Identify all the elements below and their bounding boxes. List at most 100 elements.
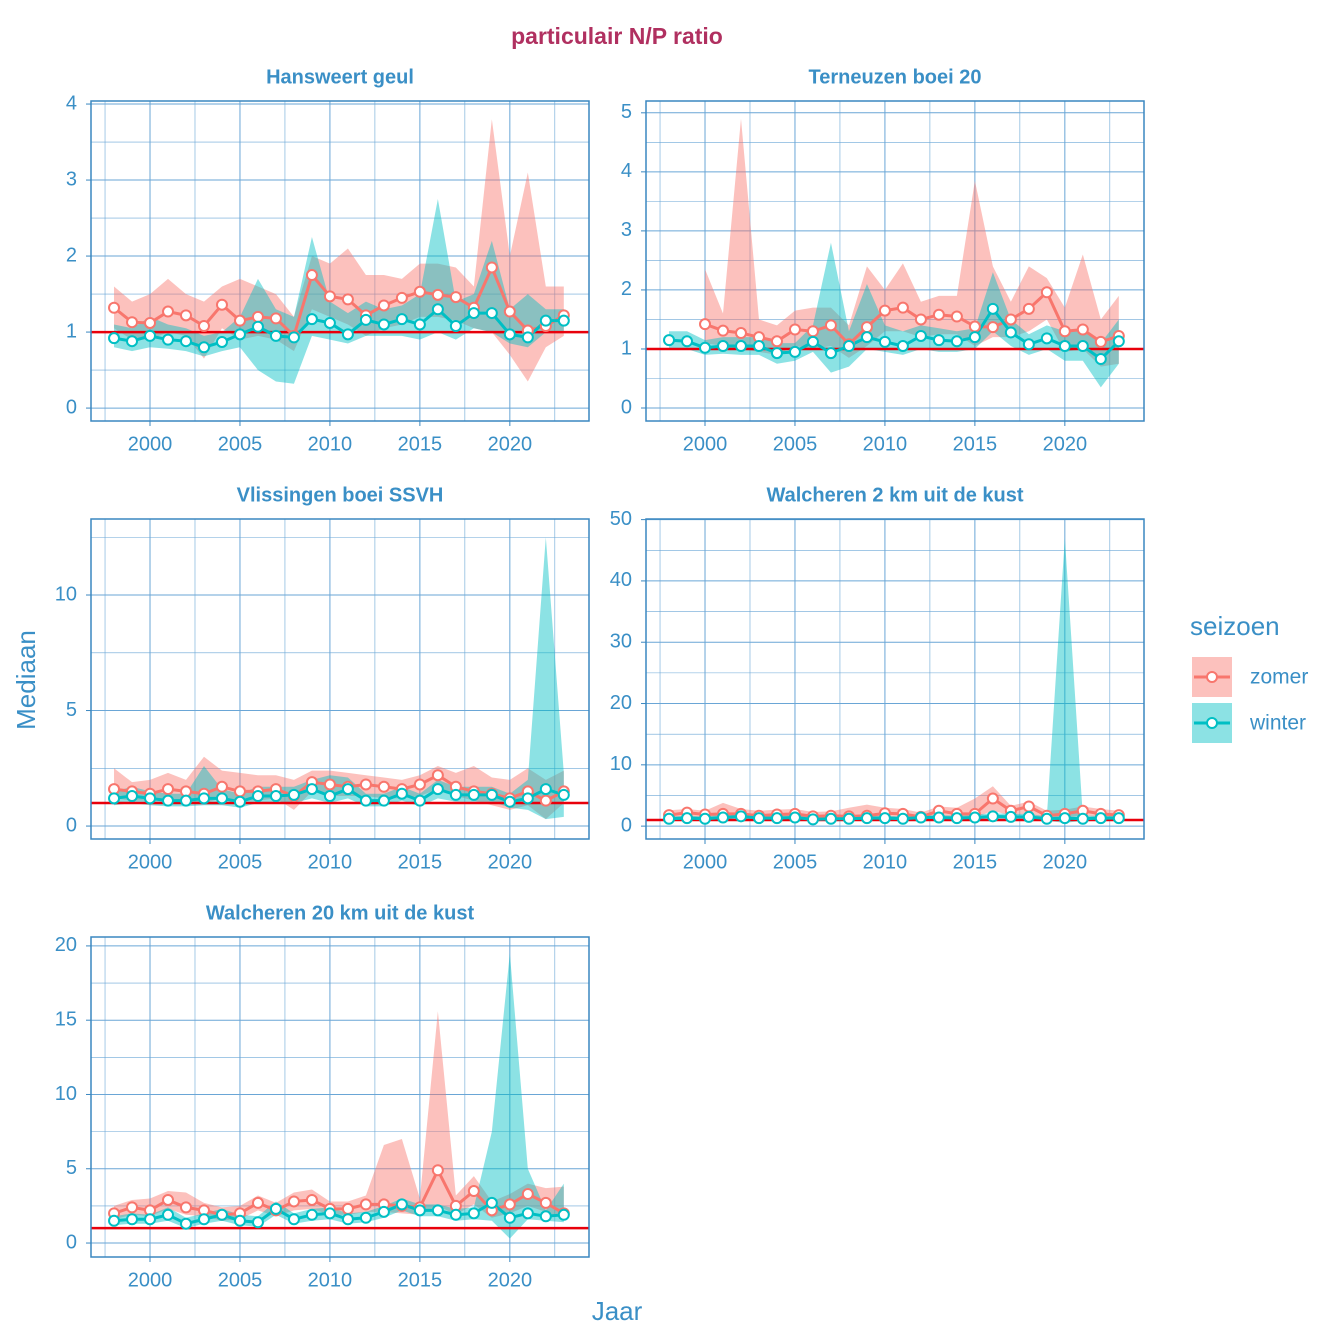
panel-border <box>645 100 1145 422</box>
x-tick-label: 2000 <box>128 433 173 455</box>
x-tick-label: 2020 <box>488 433 533 455</box>
data-point <box>233 785 246 798</box>
legend-key-point <box>1206 717 1218 729</box>
x-tick-label: 2005 <box>218 433 263 455</box>
data-point <box>1004 326 1017 339</box>
confidence-band <box>114 953 564 1239</box>
data-point <box>467 1185 480 1198</box>
data-point <box>377 318 390 331</box>
data-point <box>341 293 354 306</box>
data-point <box>377 299 390 312</box>
data-point <box>485 788 498 801</box>
y-tick-label: 5 <box>66 1157 77 1179</box>
data-point <box>179 335 192 348</box>
data-point <box>144 316 157 329</box>
data-point <box>431 303 444 316</box>
data-point <box>681 812 694 825</box>
x-tick-label: 2000 <box>128 851 173 873</box>
data-point <box>359 794 372 807</box>
y-tick-label: 5 <box>621 101 632 123</box>
data-point <box>1040 812 1053 825</box>
data-point <box>449 291 462 304</box>
y-tick-label: 2 <box>66 244 77 266</box>
panel-title: Hansweert geul <box>266 66 414 88</box>
y-tick-label: 1 <box>621 337 632 359</box>
data-point <box>717 340 730 353</box>
data-point <box>968 811 981 824</box>
data-point <box>503 795 516 808</box>
data-point <box>287 1195 300 1208</box>
data-point <box>341 1213 354 1226</box>
data-point <box>251 310 264 323</box>
data-point <box>824 319 837 332</box>
data-point <box>896 812 909 825</box>
data-point <box>162 1193 175 1206</box>
y-tick-label: 4 <box>66 92 77 114</box>
y-tick-label: 4 <box>621 160 632 182</box>
data-point <box>323 1207 336 1220</box>
data-point <box>521 331 534 344</box>
x-tick-label: 2015 <box>398 433 443 455</box>
y-tick-label: 10 <box>55 583 77 605</box>
confidence-band <box>669 538 1119 824</box>
panel-border <box>90 936 590 1258</box>
y-tick-label: 3 <box>621 219 632 241</box>
x-tick-label: 2020 <box>488 1269 533 1291</box>
data-point <box>251 790 264 803</box>
data-point <box>503 328 516 341</box>
y-tick-label: 50 <box>610 508 632 530</box>
data-point <box>179 1201 192 1214</box>
confidence-band <box>114 199 564 384</box>
data-point <box>1112 812 1125 825</box>
data-point <box>323 316 336 329</box>
data-point <box>305 313 318 326</box>
x-tick-label: 2020 <box>1043 433 1088 455</box>
y-tick-label: 15 <box>55 1008 77 1030</box>
data-point <box>1040 332 1053 345</box>
data-point <box>806 335 819 348</box>
data-point <box>752 812 765 825</box>
data-point <box>251 1196 264 1209</box>
data-point <box>431 288 444 301</box>
y-tick-label: 30 <box>610 630 632 652</box>
y-tick-label: 0 <box>621 814 632 836</box>
chart-title: particulair N/P ratio <box>511 23 723 49</box>
data-point <box>1022 810 1035 823</box>
data-point <box>144 1213 157 1226</box>
data-point <box>215 792 228 805</box>
data-point <box>179 309 192 322</box>
x-tick-label: 2010 <box>308 433 353 455</box>
data-point <box>860 331 873 344</box>
data-point <box>734 327 747 340</box>
data-point <box>699 812 712 825</box>
data-point <box>986 302 999 315</box>
y-tick-label: 0 <box>66 1231 77 1253</box>
data-point <box>521 1207 534 1220</box>
panel-title: Walcheren 2 km uit de kust <box>766 484 1023 506</box>
data-point <box>108 792 121 805</box>
data-point <box>824 347 837 360</box>
data-point <box>323 290 336 303</box>
data-point <box>197 341 210 354</box>
data-point <box>413 1204 426 1217</box>
x-tick-label: 2015 <box>953 433 998 455</box>
data-point <box>359 1198 372 1211</box>
data-point <box>1022 800 1035 813</box>
data-point <box>395 1198 408 1211</box>
x-tick-label: 2010 <box>308 851 353 873</box>
data-point <box>1112 335 1125 348</box>
y-tick-label: 0 <box>621 396 632 418</box>
data-point <box>1022 338 1035 351</box>
y-tick-label: 20 <box>55 934 77 956</box>
data-point <box>539 1196 552 1209</box>
x-tick-label: 2015 <box>953 851 998 873</box>
data-point <box>323 778 336 791</box>
data-point <box>788 323 801 336</box>
data-point <box>557 1208 570 1221</box>
x-tick-label: 2005 <box>218 851 263 873</box>
data-point <box>717 811 730 824</box>
x-tick-label: 2015 <box>398 851 443 873</box>
data-point <box>413 285 426 298</box>
data-point <box>878 335 891 348</box>
data-point <box>1058 340 1071 353</box>
